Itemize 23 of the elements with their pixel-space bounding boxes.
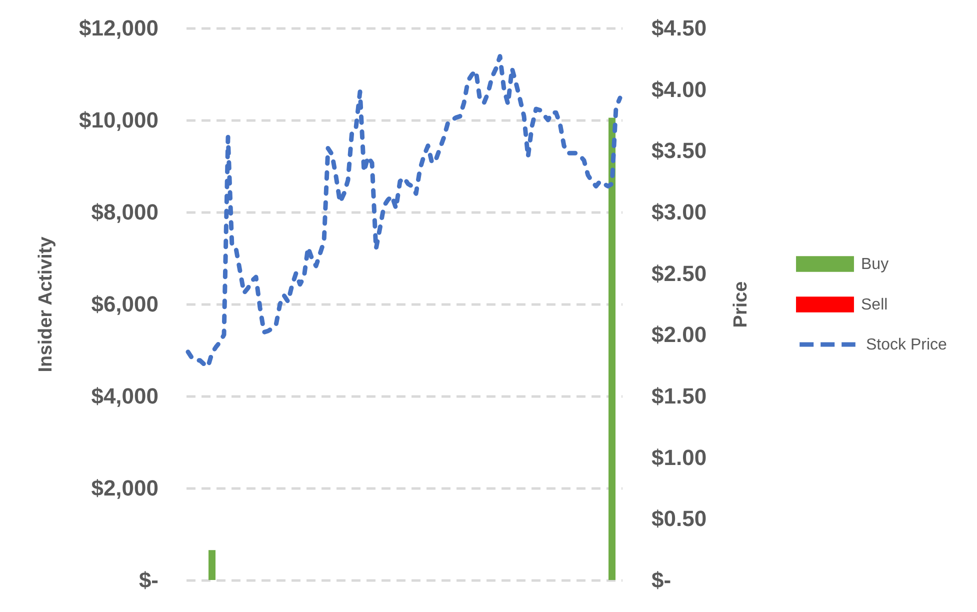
y-tick-label: $12,000 <box>78 16 158 40</box>
y2-axis-title: Price <box>730 281 752 328</box>
y2-tick-label: $4.00 <box>652 76 707 102</box>
y2-tick-label: $2.00 <box>652 322 707 348</box>
y-tick-label: $8,000 <box>91 200 158 224</box>
line-series <box>186 54 622 369</box>
y-tick-label: $10,000 <box>78 108 158 132</box>
y-tick-label: $4,000 <box>91 384 158 408</box>
y2-tick-label: $1.00 <box>652 444 707 470</box>
y2-tick-label: $3.50 <box>652 138 707 164</box>
y-tick-label: $- <box>138 568 158 592</box>
y2-tick-label: $1.50 <box>652 384 707 408</box>
y2-tick-label: $2.50 <box>652 260 707 286</box>
y2-tick-label: $4.50 <box>652 16 707 40</box>
y-tick-label: $6,000 <box>91 292 158 316</box>
y2-tick-label: $- <box>652 568 672 592</box>
y2-tick-label: $0.50 <box>652 506 707 532</box>
legend-label: Stock Price <box>866 336 948 354</box>
legend-label: Sell <box>861 296 888 314</box>
y2-tick-label: $3.00 <box>652 200 707 224</box>
y-tick-label: $2,000 <box>91 476 158 500</box>
y-axis-title: Insider Activity <box>36 236 56 372</box>
legend-label: Buy <box>861 256 889 273</box>
